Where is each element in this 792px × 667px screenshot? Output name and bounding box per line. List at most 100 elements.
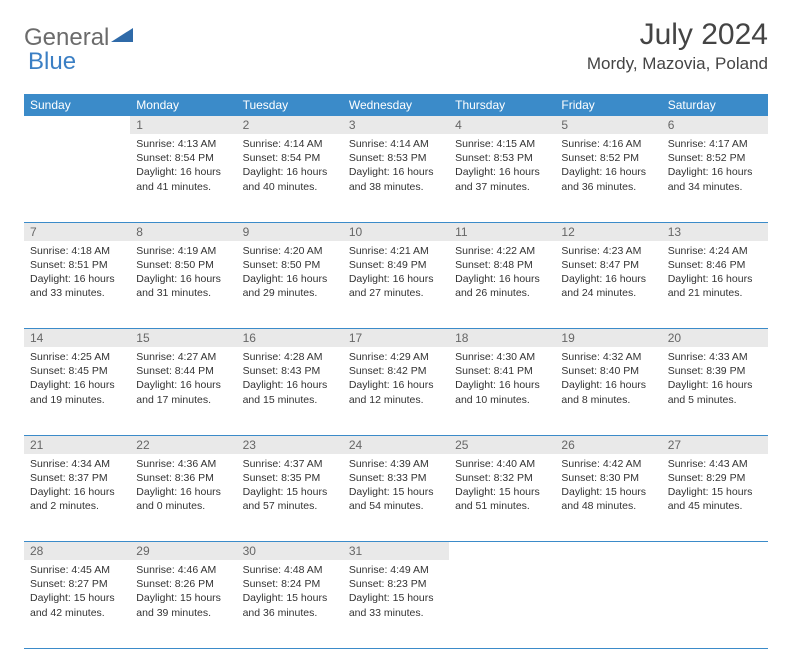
sunset-line: Sunset: 8:27 PM [30, 577, 124, 591]
daylight-line: Daylight: 16 hours and 27 minutes. [349, 272, 443, 300]
daylight-line: Daylight: 15 hours and 45 minutes. [668, 485, 762, 513]
sunrise-line: Sunrise: 4:14 AM [243, 137, 337, 151]
daylight-line: Daylight: 16 hours and 2 minutes. [30, 485, 124, 513]
day-cell: Sunrise: 4:15 AMSunset: 8:53 PMDaylight:… [449, 134, 555, 222]
weekday-header: Wednesday [343, 94, 449, 116]
day-cell: Sunrise: 4:24 AMSunset: 8:46 PMDaylight:… [662, 241, 768, 329]
day-cell-content: Sunrise: 4:15 AMSunset: 8:53 PMDaylight:… [449, 134, 555, 200]
day-cell-content: Sunrise: 4:43 AMSunset: 8:29 PMDaylight:… [662, 454, 768, 520]
sunset-line: Sunset: 8:36 PM [136, 471, 230, 485]
day-number-cell: 1 [130, 116, 236, 134]
day-cell-content: Sunrise: 4:48 AMSunset: 8:24 PMDaylight:… [237, 560, 343, 626]
sunrise-line: Sunrise: 4:48 AM [243, 563, 337, 577]
day-cell-content: Sunrise: 4:34 AMSunset: 8:37 PMDaylight:… [24, 454, 130, 520]
sunset-line: Sunset: 8:37 PM [30, 471, 124, 485]
day-number-row: 123456 [24, 116, 768, 134]
day-cell-content: Sunrise: 4:30 AMSunset: 8:41 PMDaylight:… [449, 347, 555, 413]
day-content-row: Sunrise: 4:18 AMSunset: 8:51 PMDaylight:… [24, 241, 768, 329]
day-number-cell: 2 [237, 116, 343, 134]
day-cell [555, 560, 661, 648]
daylight-line: Daylight: 16 hours and 36 minutes. [561, 165, 655, 193]
day-cell: Sunrise: 4:40 AMSunset: 8:32 PMDaylight:… [449, 454, 555, 542]
daylight-line: Daylight: 16 hours and 24 minutes. [561, 272, 655, 300]
sunrise-line: Sunrise: 4:36 AM [136, 457, 230, 471]
day-cell-content: Sunrise: 4:21 AMSunset: 8:49 PMDaylight:… [343, 241, 449, 307]
sunrise-line: Sunrise: 4:27 AM [136, 350, 230, 364]
day-number-cell: 15 [130, 329, 236, 348]
daylight-line: Daylight: 15 hours and 42 minutes. [30, 591, 124, 619]
day-cell: Sunrise: 4:28 AMSunset: 8:43 PMDaylight:… [237, 347, 343, 435]
day-number-cell: 28 [24, 542, 130, 561]
day-number-cell: 11 [449, 222, 555, 241]
day-number-cell [662, 542, 768, 561]
day-content-row: Sunrise: 4:34 AMSunset: 8:37 PMDaylight:… [24, 454, 768, 542]
sunset-line: Sunset: 8:42 PM [349, 364, 443, 378]
daylight-line: Daylight: 16 hours and 5 minutes. [668, 378, 762, 406]
day-cell: Sunrise: 4:13 AMSunset: 8:54 PMDaylight:… [130, 134, 236, 222]
day-cell [662, 560, 768, 648]
daylight-line: Daylight: 16 hours and 19 minutes. [30, 378, 124, 406]
day-cell-content: Sunrise: 4:49 AMSunset: 8:23 PMDaylight:… [343, 560, 449, 626]
day-number-cell: 26 [555, 435, 661, 454]
day-cell-content: Sunrise: 4:32 AMSunset: 8:40 PMDaylight:… [555, 347, 661, 413]
sunset-line: Sunset: 8:44 PM [136, 364, 230, 378]
sunset-line: Sunset: 8:40 PM [561, 364, 655, 378]
day-number-cell [24, 116, 130, 134]
sunset-line: Sunset: 8:35 PM [243, 471, 337, 485]
day-number-cell: 21 [24, 435, 130, 454]
sunset-line: Sunset: 8:54 PM [243, 151, 337, 165]
day-number-cell: 9 [237, 222, 343, 241]
daylight-line: Daylight: 16 hours and 8 minutes. [561, 378, 655, 406]
sunset-line: Sunset: 8:49 PM [349, 258, 443, 272]
sunrise-line: Sunrise: 4:32 AM [561, 350, 655, 364]
sunrise-line: Sunrise: 4:19 AM [136, 244, 230, 258]
day-number-cell: 20 [662, 329, 768, 348]
daylight-line: Daylight: 16 hours and 33 minutes. [30, 272, 124, 300]
sunset-line: Sunset: 8:53 PM [349, 151, 443, 165]
day-cell-content: Sunrise: 4:37 AMSunset: 8:35 PMDaylight:… [237, 454, 343, 520]
day-cell: Sunrise: 4:23 AMSunset: 8:47 PMDaylight:… [555, 241, 661, 329]
day-cell-content: Sunrise: 4:20 AMSunset: 8:50 PMDaylight:… [237, 241, 343, 307]
day-cell-content: Sunrise: 4:16 AMSunset: 8:52 PMDaylight:… [555, 134, 661, 200]
day-cell-content: Sunrise: 4:36 AMSunset: 8:36 PMDaylight:… [130, 454, 236, 520]
weekday-header-row: SundayMondayTuesdayWednesdayThursdayFrid… [24, 94, 768, 116]
day-number-row: 78910111213 [24, 222, 768, 241]
day-number-cell: 5 [555, 116, 661, 134]
day-cell: Sunrise: 4:46 AMSunset: 8:26 PMDaylight:… [130, 560, 236, 648]
daylight-line: Daylight: 16 hours and 37 minutes. [455, 165, 549, 193]
logo-triangle-icon [111, 28, 133, 42]
sunset-line: Sunset: 8:24 PM [243, 577, 337, 591]
calendar-table: SundayMondayTuesdayWednesdayThursdayFrid… [24, 94, 768, 649]
sunrise-line: Sunrise: 4:13 AM [136, 137, 230, 151]
sunset-line: Sunset: 8:41 PM [455, 364, 549, 378]
day-cell-content: Sunrise: 4:19 AMSunset: 8:50 PMDaylight:… [130, 241, 236, 307]
sunset-line: Sunset: 8:23 PM [349, 577, 443, 591]
day-content-row: Sunrise: 4:13 AM Sunset: 8:54 PM Daylight:… [24, 134, 768, 222]
sunset-line: Sunset: 8:53 PM [455, 151, 549, 165]
day-cell: Sunrise: 4:37 AMSunset: 8:35 PMDaylight:… [237, 454, 343, 542]
day-cell: Sunrise: 4:29 AMSunset: 8:42 PMDaylight:… [343, 347, 449, 435]
day-number-row: 14151617181920 [24, 329, 768, 348]
sunset-line: Sunset: 8:32 PM [455, 471, 549, 485]
day-cell-content: Sunrise: 4:14 AMSunset: 8:54 PMDaylight:… [237, 134, 343, 200]
day-number-cell: 13 [662, 222, 768, 241]
day-cell-content: Sunrise: 4:17 AMSunset: 8:52 PMDaylight:… [662, 134, 768, 200]
day-cell: Sunrise: 4:32 AMSunset: 8:40 PMDaylight:… [555, 347, 661, 435]
day-cell: Sunrise: 4:33 AMSunset: 8:39 PMDaylight:… [662, 347, 768, 435]
daylight-line: Daylight: 16 hours and 21 minutes. [668, 272, 762, 300]
sunrise-line: Sunrise: 4:23 AM [561, 244, 655, 258]
day-cell-content: Sunrise: 4:22 AMSunset: 8:48 PMDaylight:… [449, 241, 555, 307]
weekday-header: Tuesday [237, 94, 343, 116]
sunset-line: Sunset: 8:50 PM [136, 258, 230, 272]
sunrise-line: Sunrise: 4:21 AM [349, 244, 443, 258]
logo-text-blue: Blue [28, 48, 76, 76]
sunrise-line: Sunrise: 4:34 AM [30, 457, 124, 471]
day-content-row: Sunrise: 4:25 AMSunset: 8:45 PMDaylight:… [24, 347, 768, 435]
day-number-cell: 16 [237, 329, 343, 348]
day-cell-content: Sunrise: 4:27 AMSunset: 8:44 PMDaylight:… [130, 347, 236, 413]
day-cell: Sunrise: 4:39 AMSunset: 8:33 PMDaylight:… [343, 454, 449, 542]
day-cell-content: Sunrise: 4:28 AMSunset: 8:43 PMDaylight:… [237, 347, 343, 413]
day-cell-content: Sunrise: 4:29 AMSunset: 8:42 PMDaylight:… [343, 347, 449, 413]
sunrise-line: Sunrise: 4:43 AM [668, 457, 762, 471]
weekday-header: Thursday [449, 94, 555, 116]
